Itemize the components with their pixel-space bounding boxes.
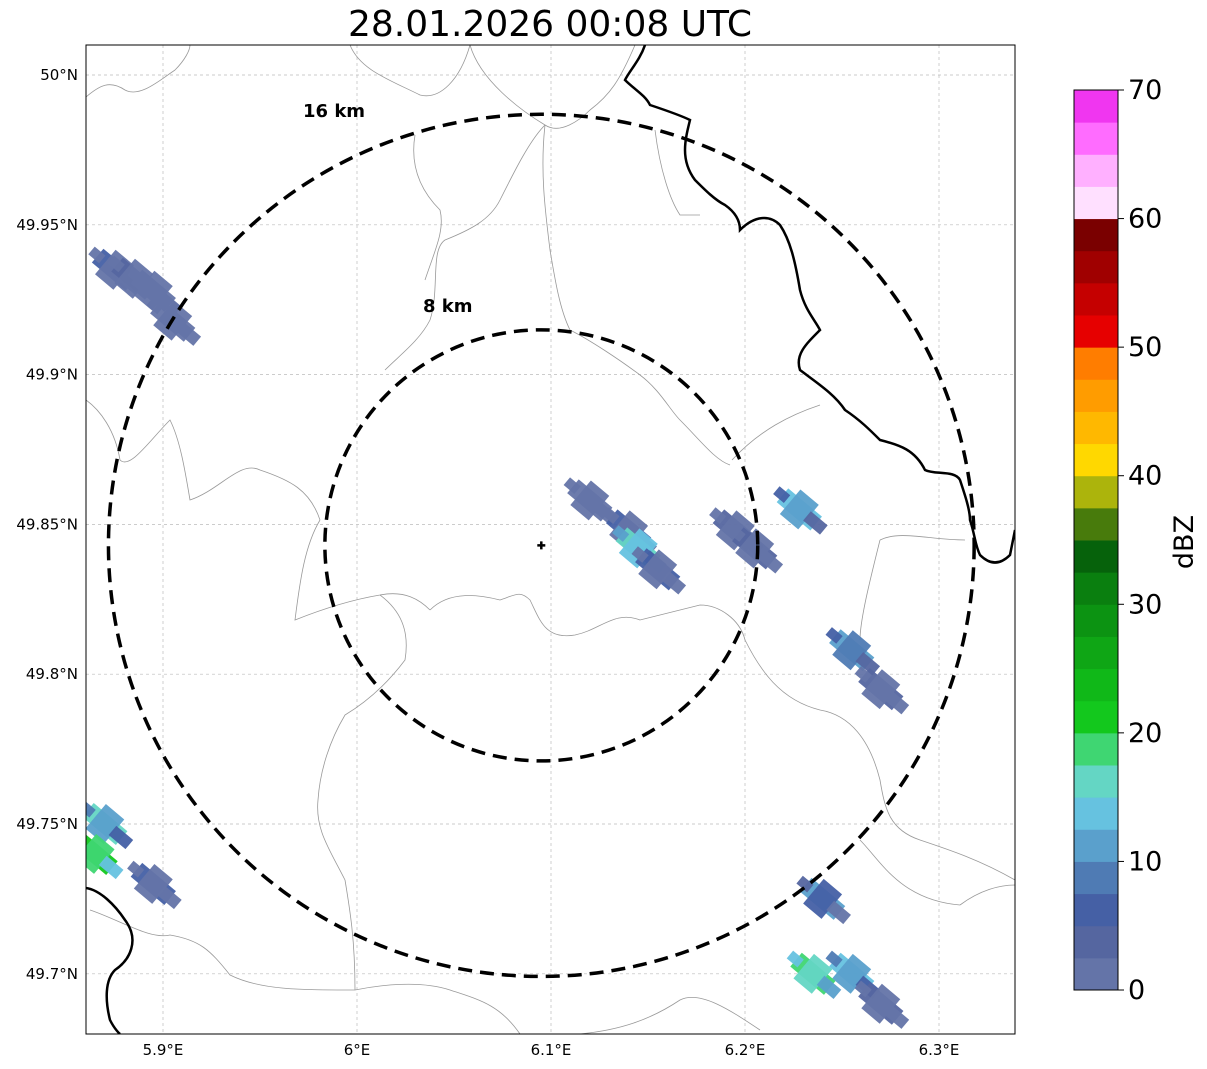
colorbar: 0 10 20 30 40 50 60 70 bbox=[1073, 75, 1162, 1006]
colorbar-tick-label: 40 bbox=[1128, 461, 1162, 492]
range-ring bbox=[106, 112, 976, 979]
reflectivity-cell bbox=[854, 666, 910, 715]
lon-tick-label: 6°E bbox=[344, 1041, 371, 1059]
colorbar-segment bbox=[1074, 893, 1118, 927]
reflectivity-cell bbox=[773, 486, 828, 535]
colorbar-segment bbox=[1074, 861, 1118, 895]
colorbar-segment bbox=[1074, 732, 1118, 766]
colorbar-tick-label: 0 bbox=[1128, 975, 1145, 1006]
map-title: 28.01.2026 00:08 UTC bbox=[347, 4, 753, 45]
colorbar-segment bbox=[1074, 154, 1118, 187]
colorbar-tick-label: 50 bbox=[1128, 332, 1162, 363]
map-frame bbox=[86, 45, 1015, 1034]
lat-tick-label: 49.7°N bbox=[26, 965, 78, 983]
longitude-tick-labels: 5.9°E 6°E 6.1°E 6.2°E 6.3°E bbox=[143, 1041, 960, 1059]
reflectivity-cell bbox=[728, 525, 784, 574]
colorbar-segment bbox=[1074, 250, 1118, 284]
colorbar-segment bbox=[1074, 347, 1118, 380]
admin-boundaries bbox=[86, 45, 1015, 1034]
colorbar-title: dBZ bbox=[1169, 515, 1200, 569]
colorbar-segment bbox=[1074, 540, 1118, 573]
reflectivity-cell bbox=[127, 860, 182, 910]
colorbar-tick-label: 70 bbox=[1128, 75, 1162, 106]
lat-tick-label: 49.8°N bbox=[26, 665, 78, 683]
colorbar-segment bbox=[1074, 379, 1118, 412]
colorbar-segment bbox=[1074, 282, 1118, 316]
range-rings bbox=[106, 112, 976, 979]
reflectivity-cell bbox=[631, 546, 687, 595]
lat-tick-label: 49.9°N bbox=[26, 366, 78, 384]
lon-tick-label: 6.1°E bbox=[531, 1041, 572, 1059]
colorbar-tick-label: 20 bbox=[1128, 718, 1162, 749]
reflectivity-cell bbox=[796, 875, 851, 925]
range-ring bbox=[323, 328, 760, 763]
colorbar-segment bbox=[1074, 668, 1118, 702]
lat-tick-label: 49.75°N bbox=[16, 815, 78, 833]
colorbar-segment bbox=[1074, 957, 1118, 991]
lat-tick-label: 49.95°N bbox=[16, 216, 78, 234]
colorbar-segment bbox=[1074, 315, 1118, 348]
reflectivity-cell bbox=[825, 627, 881, 676]
colorbar-segment bbox=[1074, 829, 1118, 862]
colorbar-tick-label: 60 bbox=[1128, 204, 1162, 235]
colorbar-segment bbox=[1074, 90, 1118, 123]
ring-label-16km: 16 km bbox=[303, 101, 365, 122]
lon-tick-label: 6.3°E bbox=[919, 1041, 960, 1059]
colorbar-segment bbox=[1074, 604, 1118, 637]
lat-tick-label: 50°N bbox=[40, 66, 78, 84]
reflectivity-cell bbox=[86, 830, 124, 880]
colorbar-segment bbox=[1074, 475, 1118, 509]
lon-tick-label: 5.9°E bbox=[143, 1041, 184, 1059]
radar-site-marker bbox=[537, 541, 546, 550]
colorbar-segment bbox=[1074, 218, 1118, 252]
colorbar-segment bbox=[1074, 925, 1118, 959]
latitude-tick-labels: 50°N 49.95°N 49.9°N 49.85°N 49.8°N 49.75°N 49.… bbox=[16, 66, 78, 983]
colorbar-tick-label: 10 bbox=[1128, 846, 1162, 877]
ring-label-8km: 8 km bbox=[423, 296, 473, 317]
colorbar-segment bbox=[1074, 765, 1118, 798]
colorbar-segment bbox=[1074, 797, 1118, 830]
colorbar-segment bbox=[1074, 443, 1118, 477]
reflectivity-cell bbox=[86, 800, 134, 850]
colorbar-segment bbox=[1074, 636, 1118, 670]
lon-tick-label: 6.2°E bbox=[725, 1041, 766, 1059]
colorbar-segment bbox=[1074, 122, 1118, 155]
colorbar-segment bbox=[1074, 700, 1118, 734]
reflectivity-cell bbox=[854, 980, 910, 1029]
lat-tick-label: 49.85°N bbox=[16, 515, 78, 533]
national-borders bbox=[86, 45, 1015, 1034]
colorbar-segment bbox=[1074, 507, 1118, 541]
colorbar-segment bbox=[1074, 186, 1118, 220]
colorbar-segment bbox=[1074, 572, 1118, 605]
reflectivity-cell bbox=[786, 950, 842, 999]
colorbar-segment bbox=[1074, 411, 1118, 445]
colorbar-tick-label: 30 bbox=[1128, 589, 1162, 620]
